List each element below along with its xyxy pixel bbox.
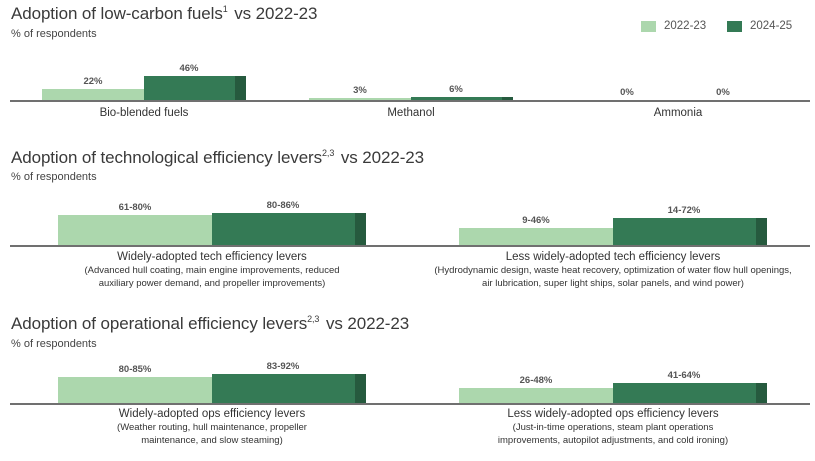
chart3-subtitle: % of respondents bbox=[11, 338, 97, 350]
chart2-title-footnote: 2,3 bbox=[322, 148, 335, 158]
chart1-title-suffix: vs 2022-23 bbox=[234, 4, 318, 23]
data-label: 9-46% bbox=[522, 214, 550, 226]
data-label: 22% bbox=[83, 75, 103, 87]
bar-range-2024-25 bbox=[355, 213, 366, 245]
data-label: 46% bbox=[179, 63, 199, 75]
category-label: Less widely-adopted tech efficiency leve… bbox=[505, 251, 721, 263]
bar-range-2024-25 bbox=[502, 96, 513, 100]
data-label: 0% bbox=[620, 87, 634, 98]
bar-2022-23 bbox=[309, 98, 411, 100]
category-label: Ammonia bbox=[653, 107, 703, 119]
category-description: (Hydrodynamic design, waste heat recover… bbox=[434, 265, 792, 289]
chart1-title: Adoption of low-carbon fuels1 vs 2022-23 bbox=[11, 4, 317, 24]
bar-2024-25 bbox=[613, 383, 756, 403]
chart2-title: Adoption of technological efficiency lev… bbox=[11, 148, 424, 168]
bar-2024-25 bbox=[212, 374, 355, 403]
category-description: (Advanced hull coating, main engine impr… bbox=[84, 265, 340, 289]
legend-label-2022-23: 2022-23 bbox=[664, 20, 707, 32]
chart3-title-text: Adoption of operational efficiency lever… bbox=[11, 314, 308, 333]
data-label: 61-80% bbox=[118, 202, 152, 214]
chart2-subtitle: % of respondents bbox=[11, 171, 97, 183]
legend-swatch-2024-25 bbox=[727, 21, 742, 32]
bar-range-2024-25 bbox=[235, 76, 246, 100]
bar-range-2024-25 bbox=[355, 374, 366, 403]
bar-2022-23 bbox=[58, 376, 212, 403]
bar-range-2024-25 bbox=[756, 218, 767, 245]
bar-2024-25 bbox=[411, 96, 502, 100]
legend-swatch-2022-23 bbox=[641, 21, 656, 32]
chart1-title-footnote: 1 bbox=[222, 4, 228, 14]
legend-label-2024-25: 2024-25 bbox=[750, 20, 793, 32]
data-label: 26-48% bbox=[519, 375, 553, 387]
data-label: 6% bbox=[449, 83, 463, 95]
x-axis-line bbox=[10, 100, 810, 102]
category-label: Widely-adopted tech efficiency levers bbox=[117, 251, 307, 263]
chart1-title-text: Adoption of low-carbon fuels bbox=[11, 4, 223, 23]
data-label: 80-85% bbox=[118, 363, 152, 375]
bar-2022-23 bbox=[58, 215, 212, 245]
data-label: 83-92% bbox=[266, 361, 300, 373]
data-label: 14-72% bbox=[667, 205, 701, 217]
bar-2024-25 bbox=[212, 213, 355, 245]
x-axis-line bbox=[10, 403, 810, 405]
category-description: (Weather routing, hull maintenance, prop… bbox=[117, 422, 307, 446]
category-label: Bio-blended fuels bbox=[99, 107, 189, 119]
bar-2022-23 bbox=[42, 88, 144, 100]
data-label: 41-64% bbox=[667, 370, 701, 382]
chart2-title-text: Adoption of technological efficiency lev… bbox=[11, 148, 323, 167]
category-description: (Just-in-time operations, steam plant op… bbox=[497, 422, 729, 446]
chart3-title: Adoption of operational efficiency lever… bbox=[11, 314, 409, 334]
data-label: 0% bbox=[716, 87, 730, 98]
category-label: Methanol bbox=[387, 107, 435, 119]
bar-2022-23 bbox=[459, 388, 613, 403]
category-label: Less widely-adopted ops efficiency lever… bbox=[507, 408, 719, 420]
chart3-title-suffix: vs 2022-23 bbox=[325, 314, 410, 333]
bar-range-2024-25 bbox=[756, 383, 767, 403]
bar-2024-25 bbox=[144, 76, 235, 100]
data-label: 3% bbox=[353, 85, 367, 97]
chart2-title-suffix: vs 2022-23 bbox=[340, 148, 424, 167]
bar-2024-25 bbox=[613, 218, 756, 245]
chart1-subtitle: % of respondents bbox=[11, 28, 97, 40]
data-label: 80-86% bbox=[266, 200, 300, 212]
bar-2022-23 bbox=[459, 227, 613, 245]
category-label: Widely-adopted ops efficiency levers bbox=[118, 408, 306, 420]
chart3-title-footnote: 2,3 bbox=[307, 314, 320, 324]
x-axis-line bbox=[10, 245, 810, 247]
